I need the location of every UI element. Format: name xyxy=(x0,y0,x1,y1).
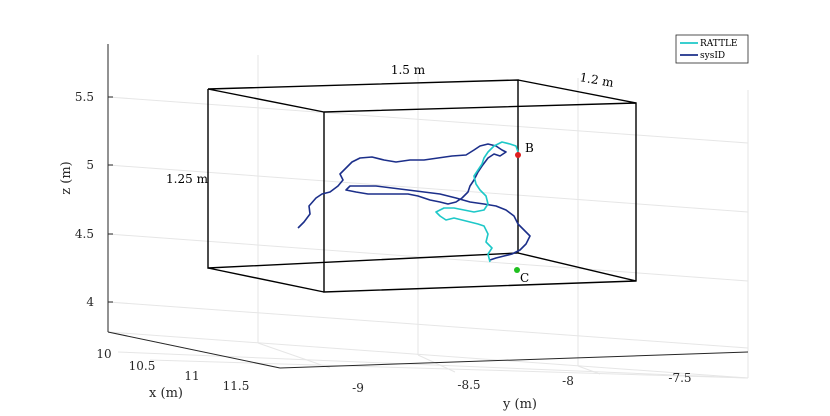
point-b-marker xyxy=(515,152,521,158)
x-axis-label: x (m) xyxy=(149,386,183,401)
box-depth-label: 1.2 m xyxy=(579,70,616,90)
trajectory-series xyxy=(297,141,531,263)
box-height-label: 1.25 m xyxy=(166,172,209,186)
legend-label-rattle: RATTLE xyxy=(700,39,738,49)
z-tick-label: 4.5 xyxy=(75,227,94,241)
point-b-label: B xyxy=(525,141,534,155)
z-tick-label: 4 xyxy=(86,295,94,309)
y-tick-label: -8 xyxy=(562,374,574,388)
y-tick-label: -9 xyxy=(352,381,364,395)
grid-line xyxy=(107,331,749,379)
x-tick-label: 11 xyxy=(184,369,199,383)
point-c-marker xyxy=(514,267,520,273)
y-tick-label: -7.5 xyxy=(668,371,691,385)
x-tick-labels: 10 10.5 11 11.5 xyxy=(96,347,249,393)
z-tick-label: 5.5 xyxy=(75,90,94,104)
box-length-label: 1.5 m xyxy=(391,63,426,77)
grid-line xyxy=(257,342,331,369)
grid xyxy=(107,44,749,379)
y-axis-label: y (m) xyxy=(502,397,537,412)
grid-line xyxy=(107,164,749,213)
grid-line xyxy=(107,96,749,144)
grid-line xyxy=(107,301,749,349)
legend-label-sysid: sysID xyxy=(700,51,725,61)
series-line-rattle xyxy=(435,141,519,263)
z-tick-label: 5 xyxy=(86,158,94,172)
y-tick-label: -8.5 xyxy=(457,378,480,392)
grid-line xyxy=(117,351,749,379)
z-axis-label: z (m) xyxy=(59,161,74,194)
point-c-label: C xyxy=(520,271,529,285)
axes xyxy=(107,44,749,369)
x-tick-label: 11.5 xyxy=(223,379,250,393)
series-line-sysid xyxy=(297,143,531,261)
y-axis-line xyxy=(279,351,749,369)
x-tick-label: 10 xyxy=(96,347,111,361)
y-tick-labels: -9 -8.5 -8 -7.5 xyxy=(352,371,691,395)
legend: RATTLE sysID xyxy=(675,34,749,64)
x-axis-line xyxy=(107,331,281,369)
grid-line xyxy=(577,365,601,375)
grid-line xyxy=(149,359,749,379)
x-tick-label: 10.5 xyxy=(129,359,156,373)
legend-box xyxy=(675,34,749,64)
z-tick-labels: 4 4.5 5 5.5 xyxy=(75,90,113,309)
workspace-box xyxy=(207,79,637,293)
